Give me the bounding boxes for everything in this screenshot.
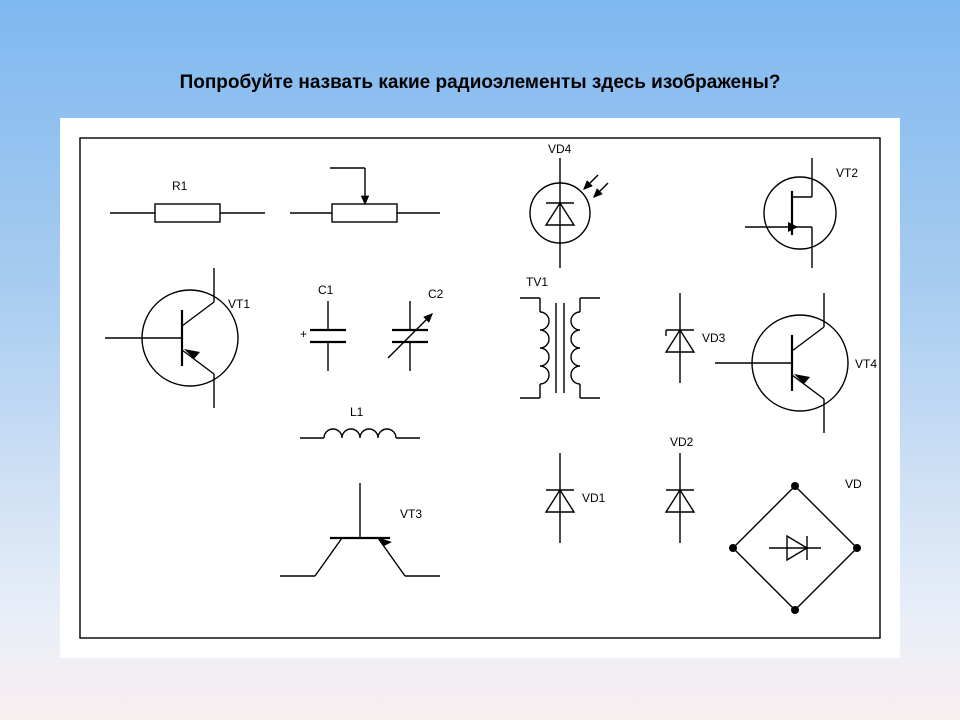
schematic-svg: R1 [60,118,900,658]
label-vt1: VT1 [228,297,250,311]
label-vd2: VD2 [670,435,694,449]
component-zener-vd3: VD3 [666,293,726,383]
label-vd-bridge: VD [845,477,862,491]
label-l1: L1 [350,405,364,419]
component-transformer-tv1: TV1 [520,275,600,398]
component-capacitor-c2: C2 [388,287,444,371]
label-vt4: VT4 [855,357,877,371]
label-c2: C2 [428,287,444,301]
component-resistor-r1: R1 [110,179,265,222]
label-vt2: VT2 [836,166,858,180]
label-vd1: VD1 [582,491,606,505]
component-diode-vd1: VD1 [546,453,606,543]
component-potentiometer [290,168,440,222]
component-diode-vd2: VD2 [666,435,694,543]
page: Попробуйте назвать какие радиоэлементы з… [0,0,960,720]
label-tv1: TV1 [526,275,548,289]
component-capacitor-c1: + C1 [300,283,346,371]
label-vd4: VD4 [548,142,572,156]
component-transistor-vt1: VT1 [105,268,250,408]
label-vt3: VT3 [400,507,422,521]
component-inductor-l1: L1 [300,405,420,438]
component-transistor-vt3: VT3 [280,483,440,576]
label-vd3: VD3 [702,331,726,345]
component-transistor-vt4: VT4 [715,293,877,433]
component-transistor-vt2: VT2 [745,158,858,268]
svg-text:+: + [300,327,307,341]
component-bridge-rectifier: VD [729,477,862,614]
question-title: Попробуйте назвать какие радиоэлементы з… [0,72,960,94]
component-photodiode-vd4: VD4 [530,142,608,268]
diagram-panel: R1 [60,118,900,658]
diagram-border [80,138,880,638]
label-r1: R1 [172,179,188,193]
label-c1: C1 [318,283,334,297]
